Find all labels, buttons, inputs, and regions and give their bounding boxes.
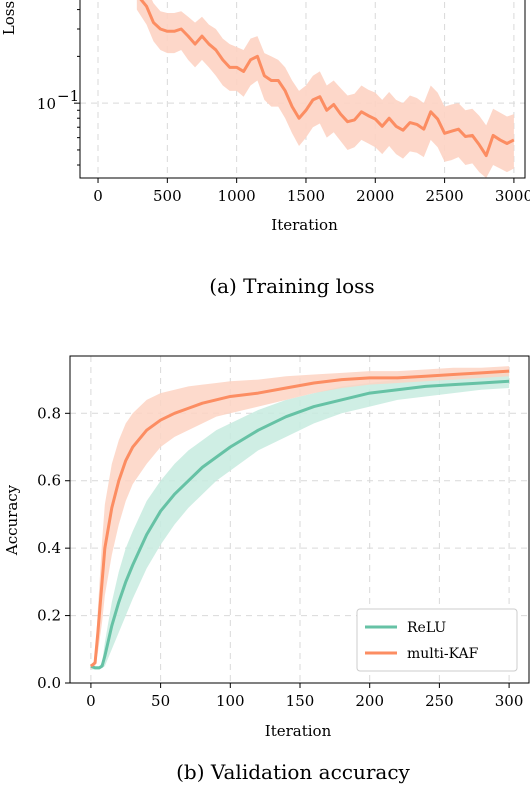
legend-kaf-label: multi-KAF <box>407 646 479 662</box>
x-tick-label: 100 <box>216 692 245 710</box>
x-tick-label: 3000 <box>495 187 530 205</box>
y-axis-label: Loss <box>0 1 18 35</box>
x-axis-label: Iteration <box>265 722 332 740</box>
y-ticks: 10 −1 <box>37 9 80 166</box>
plot-frame <box>69 355 530 684</box>
caption-a: (a) Training loss <box>209 274 374 298</box>
x-ticks: 0 500 1000 1500 2000 2500 3000 <box>93 178 530 205</box>
lines <box>89 369 510 670</box>
y-tick-label: 10 <box>37 95 56 113</box>
x-tick-label: 300 <box>495 692 524 710</box>
multi-kaf-series <box>139 0 515 158</box>
x-tick-label: 0 <box>93 187 103 205</box>
x-tick-label: 1500 <box>287 187 325 205</box>
x-tick-label: 250 <box>425 692 454 710</box>
x-tick-label: 150 <box>286 692 315 710</box>
y-tick-label: 0.8 <box>37 404 61 422</box>
x-axis-label: Iteration <box>271 216 338 234</box>
legend-relu-label: ReLU <box>407 620 446 636</box>
y-tick-exponent: −1 <box>57 87 79 105</box>
y-tick-label: 0.4 <box>37 539 61 557</box>
y-tick-label: 0.6 <box>37 472 61 490</box>
x-tick-label: 1000 <box>218 187 256 205</box>
legend: ReLU multi-KAF <box>356 608 518 672</box>
legend-box <box>356 608 518 672</box>
x-tick-label: 0 <box>86 692 96 710</box>
relu-confidence-band <box>90 372 510 670</box>
plot-frame <box>79 0 526 179</box>
multi-kaf-band <box>136 0 514 178</box>
multi-kaf-confidence-band <box>136 0 514 178</box>
multi-kaf-series <box>89 369 510 668</box>
y-tick-label: 0.2 <box>37 607 61 625</box>
x-tick-label: 2500 <box>426 187 464 205</box>
caption-b: (b) Validation accuracy <box>176 760 410 784</box>
x-tick-label: 200 <box>355 692 384 710</box>
y-ticks: 0.0 0.2 0.4 0.6 0.8 <box>37 404 70 692</box>
training-loss-panel: 0 500 1000 1500 2000 2500 3000 10 −1 Iteration … <box>0 0 530 298</box>
x-tick-label: 500 <box>153 187 182 205</box>
validation-accuracy-panel: 0 50 100 150 200 250 300 0.0 0.2 0.4 0.6 0.8 ReLU … <box>3 355 530 784</box>
y-axis-label: Accuracy <box>3 484 21 556</box>
multi-kaf-line <box>139 0 515 158</box>
bands <box>90 366 510 670</box>
x-tick-label: 50 <box>151 692 170 710</box>
y-tick-label: 0.0 <box>37 674 61 692</box>
x-tick-label: 2000 <box>356 187 394 205</box>
x-ticks: 0 50 100 150 200 250 300 <box>86 683 523 710</box>
relu-series <box>90 379 510 670</box>
